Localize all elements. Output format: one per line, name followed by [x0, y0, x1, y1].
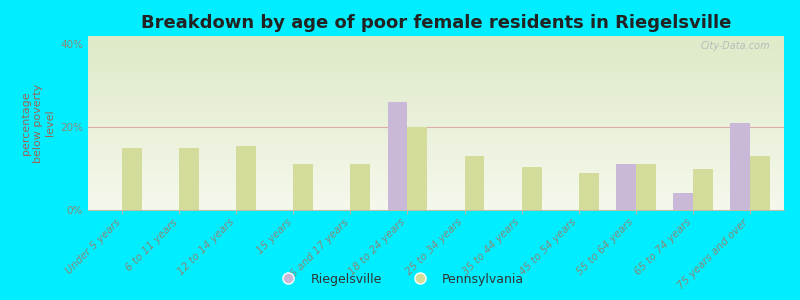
Bar [350, 164, 370, 210]
Bar [387, 102, 407, 210]
Bar [750, 156, 770, 210]
Bar [616, 164, 636, 210]
Bar [179, 148, 199, 210]
Bar [578, 173, 598, 210]
Y-axis label: percentage
below poverty
level: percentage below poverty level [22, 83, 54, 163]
Legend: Riegelsville, Pennsylvania: Riegelsville, Pennsylvania [270, 268, 530, 291]
Bar [407, 127, 427, 210]
Bar [236, 146, 256, 210]
Bar [122, 148, 142, 210]
Text: City-Data.com: City-Data.com [701, 41, 770, 51]
Title: Breakdown by age of poor female residents in Riegelsville: Breakdown by age of poor female resident… [141, 14, 731, 32]
Bar [730, 123, 750, 210]
Bar [636, 164, 656, 210]
Bar [522, 167, 542, 210]
Bar [693, 169, 713, 210]
Bar [465, 156, 485, 210]
Bar [294, 164, 314, 210]
Bar [673, 194, 693, 210]
